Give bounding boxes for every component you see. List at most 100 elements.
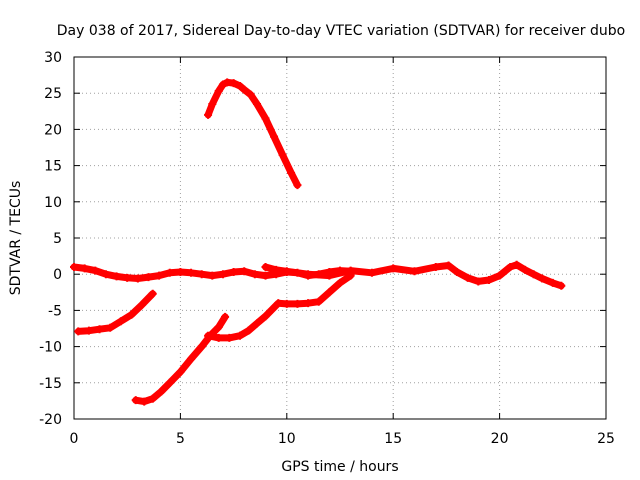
- y-tick-label: -10: [39, 340, 62, 356]
- data-point-marker: [84, 326, 93, 335]
- data-point-marker: [208, 271, 217, 280]
- data-point-marker: [144, 273, 153, 282]
- y-tick-label: -5: [48, 303, 62, 319]
- data-point-marker: [218, 80, 227, 89]
- data-point-marker: [261, 114, 270, 123]
- data-point-marker: [474, 277, 483, 286]
- data-point-marker: [250, 270, 259, 279]
- data-point-marker: [548, 278, 557, 287]
- data-point-marker: [557, 281, 566, 290]
- data-point-marker: [538, 274, 547, 283]
- series-trace: [204, 272, 355, 342]
- data-point-marker: [304, 270, 313, 279]
- y-tick-label: 25: [44, 86, 62, 102]
- data-point-marker: [204, 110, 213, 119]
- data-point-marker: [240, 85, 249, 94]
- data-point-marker: [287, 168, 296, 177]
- data-point-marker: [453, 268, 462, 277]
- data-point-marker: [214, 333, 223, 342]
- data-point-marker: [229, 79, 238, 88]
- grid: [74, 57, 606, 419]
- data-point-marker: [95, 325, 104, 334]
- data-point-marker: [346, 271, 355, 280]
- data-point-marker: [176, 268, 185, 277]
- data-point-marker: [325, 288, 334, 297]
- data-point-marker: [187, 268, 196, 277]
- data-point-marker: [218, 270, 227, 279]
- data-point-marker: [521, 265, 530, 274]
- data-point-marker: [70, 262, 78, 271]
- data-point-marker: [197, 270, 206, 279]
- x-tick-label: 10: [278, 431, 296, 447]
- data-point-marker: [282, 267, 291, 276]
- data-point-marker: [293, 181, 302, 190]
- data-point-marker: [495, 271, 504, 280]
- data-point-marker: [187, 354, 196, 363]
- data-point-marker: [197, 342, 206, 351]
- data-point-marker: [229, 268, 238, 277]
- data-point-marker: [155, 271, 164, 280]
- x-tick-label: 15: [384, 431, 402, 447]
- data-point-marker: [176, 367, 185, 376]
- data-point-marker: [253, 100, 262, 109]
- series-trace: [204, 78, 301, 189]
- data-point-marker: [140, 397, 149, 406]
- data-point-marker: [367, 268, 376, 277]
- data-point-marker: [261, 312, 270, 321]
- x-tick-label: 25: [597, 431, 615, 447]
- data-point-marker: [444, 261, 453, 270]
- data-point-marker: [253, 319, 262, 328]
- series-pass-6: [204, 271, 355, 342]
- data-point-marker: [165, 268, 174, 277]
- data-point-marker: [512, 260, 521, 269]
- x-axis-title: GPS time / hours: [281, 459, 398, 475]
- data-point-marker: [208, 100, 217, 109]
- data-point-marker: [325, 271, 334, 280]
- chart-title: Day 038 of 2017, Sidereal Day-to-day VTE…: [57, 23, 625, 39]
- data-point-marker: [235, 331, 244, 340]
- series-pass-4: [74, 289, 157, 336]
- data-point-marker: [106, 323, 115, 332]
- y-tick-label: -15: [39, 376, 62, 392]
- series-pass-3: [204, 78, 302, 190]
- data-point-marker: [148, 394, 157, 403]
- data-point-marker: [293, 299, 302, 308]
- data-point-marker: [410, 267, 419, 276]
- data-point-marker: [214, 323, 223, 332]
- data-point-marker: [214, 87, 223, 96]
- data-point-marker: [274, 299, 283, 308]
- data-point-marker: [80, 264, 89, 273]
- series-pass-5: [131, 312, 230, 406]
- data-point-marker: [101, 270, 110, 279]
- x-tick-label: 20: [491, 431, 509, 447]
- data-point-marker: [336, 278, 344, 287]
- x-tick-label: 5: [176, 431, 185, 447]
- y-tick-label: 5: [53, 231, 62, 247]
- data-point-marker: [282, 299, 291, 308]
- data-series: [70, 78, 566, 406]
- x-tick-label: 0: [70, 431, 79, 447]
- data-point-marker: [389, 264, 398, 273]
- data-point-marker: [529, 270, 538, 279]
- data-point-marker: [225, 333, 234, 342]
- data-point-marker: [314, 297, 323, 306]
- data-point-marker: [138, 300, 147, 309]
- data-point-marker: [112, 272, 121, 281]
- y-axis-title: SDTVAR / TECUs: [8, 181, 24, 296]
- data-point-marker: [157, 387, 166, 396]
- data-point-marker: [261, 271, 270, 280]
- data-point-marker: [261, 262, 270, 271]
- y-tick-label: 10: [44, 195, 62, 211]
- data-point-marker: [506, 262, 515, 271]
- data-point-marker: [133, 274, 142, 283]
- y-tick-label: 0: [53, 267, 62, 283]
- data-point-marker: [116, 317, 125, 326]
- data-point-marker: [204, 331, 213, 340]
- data-point-marker: [278, 150, 287, 159]
- data-point-marker: [240, 267, 249, 276]
- data-point-marker: [131, 396, 140, 405]
- data-point-marker: [431, 262, 440, 271]
- data-point-marker: [246, 90, 255, 99]
- data-point-marker: [304, 299, 313, 308]
